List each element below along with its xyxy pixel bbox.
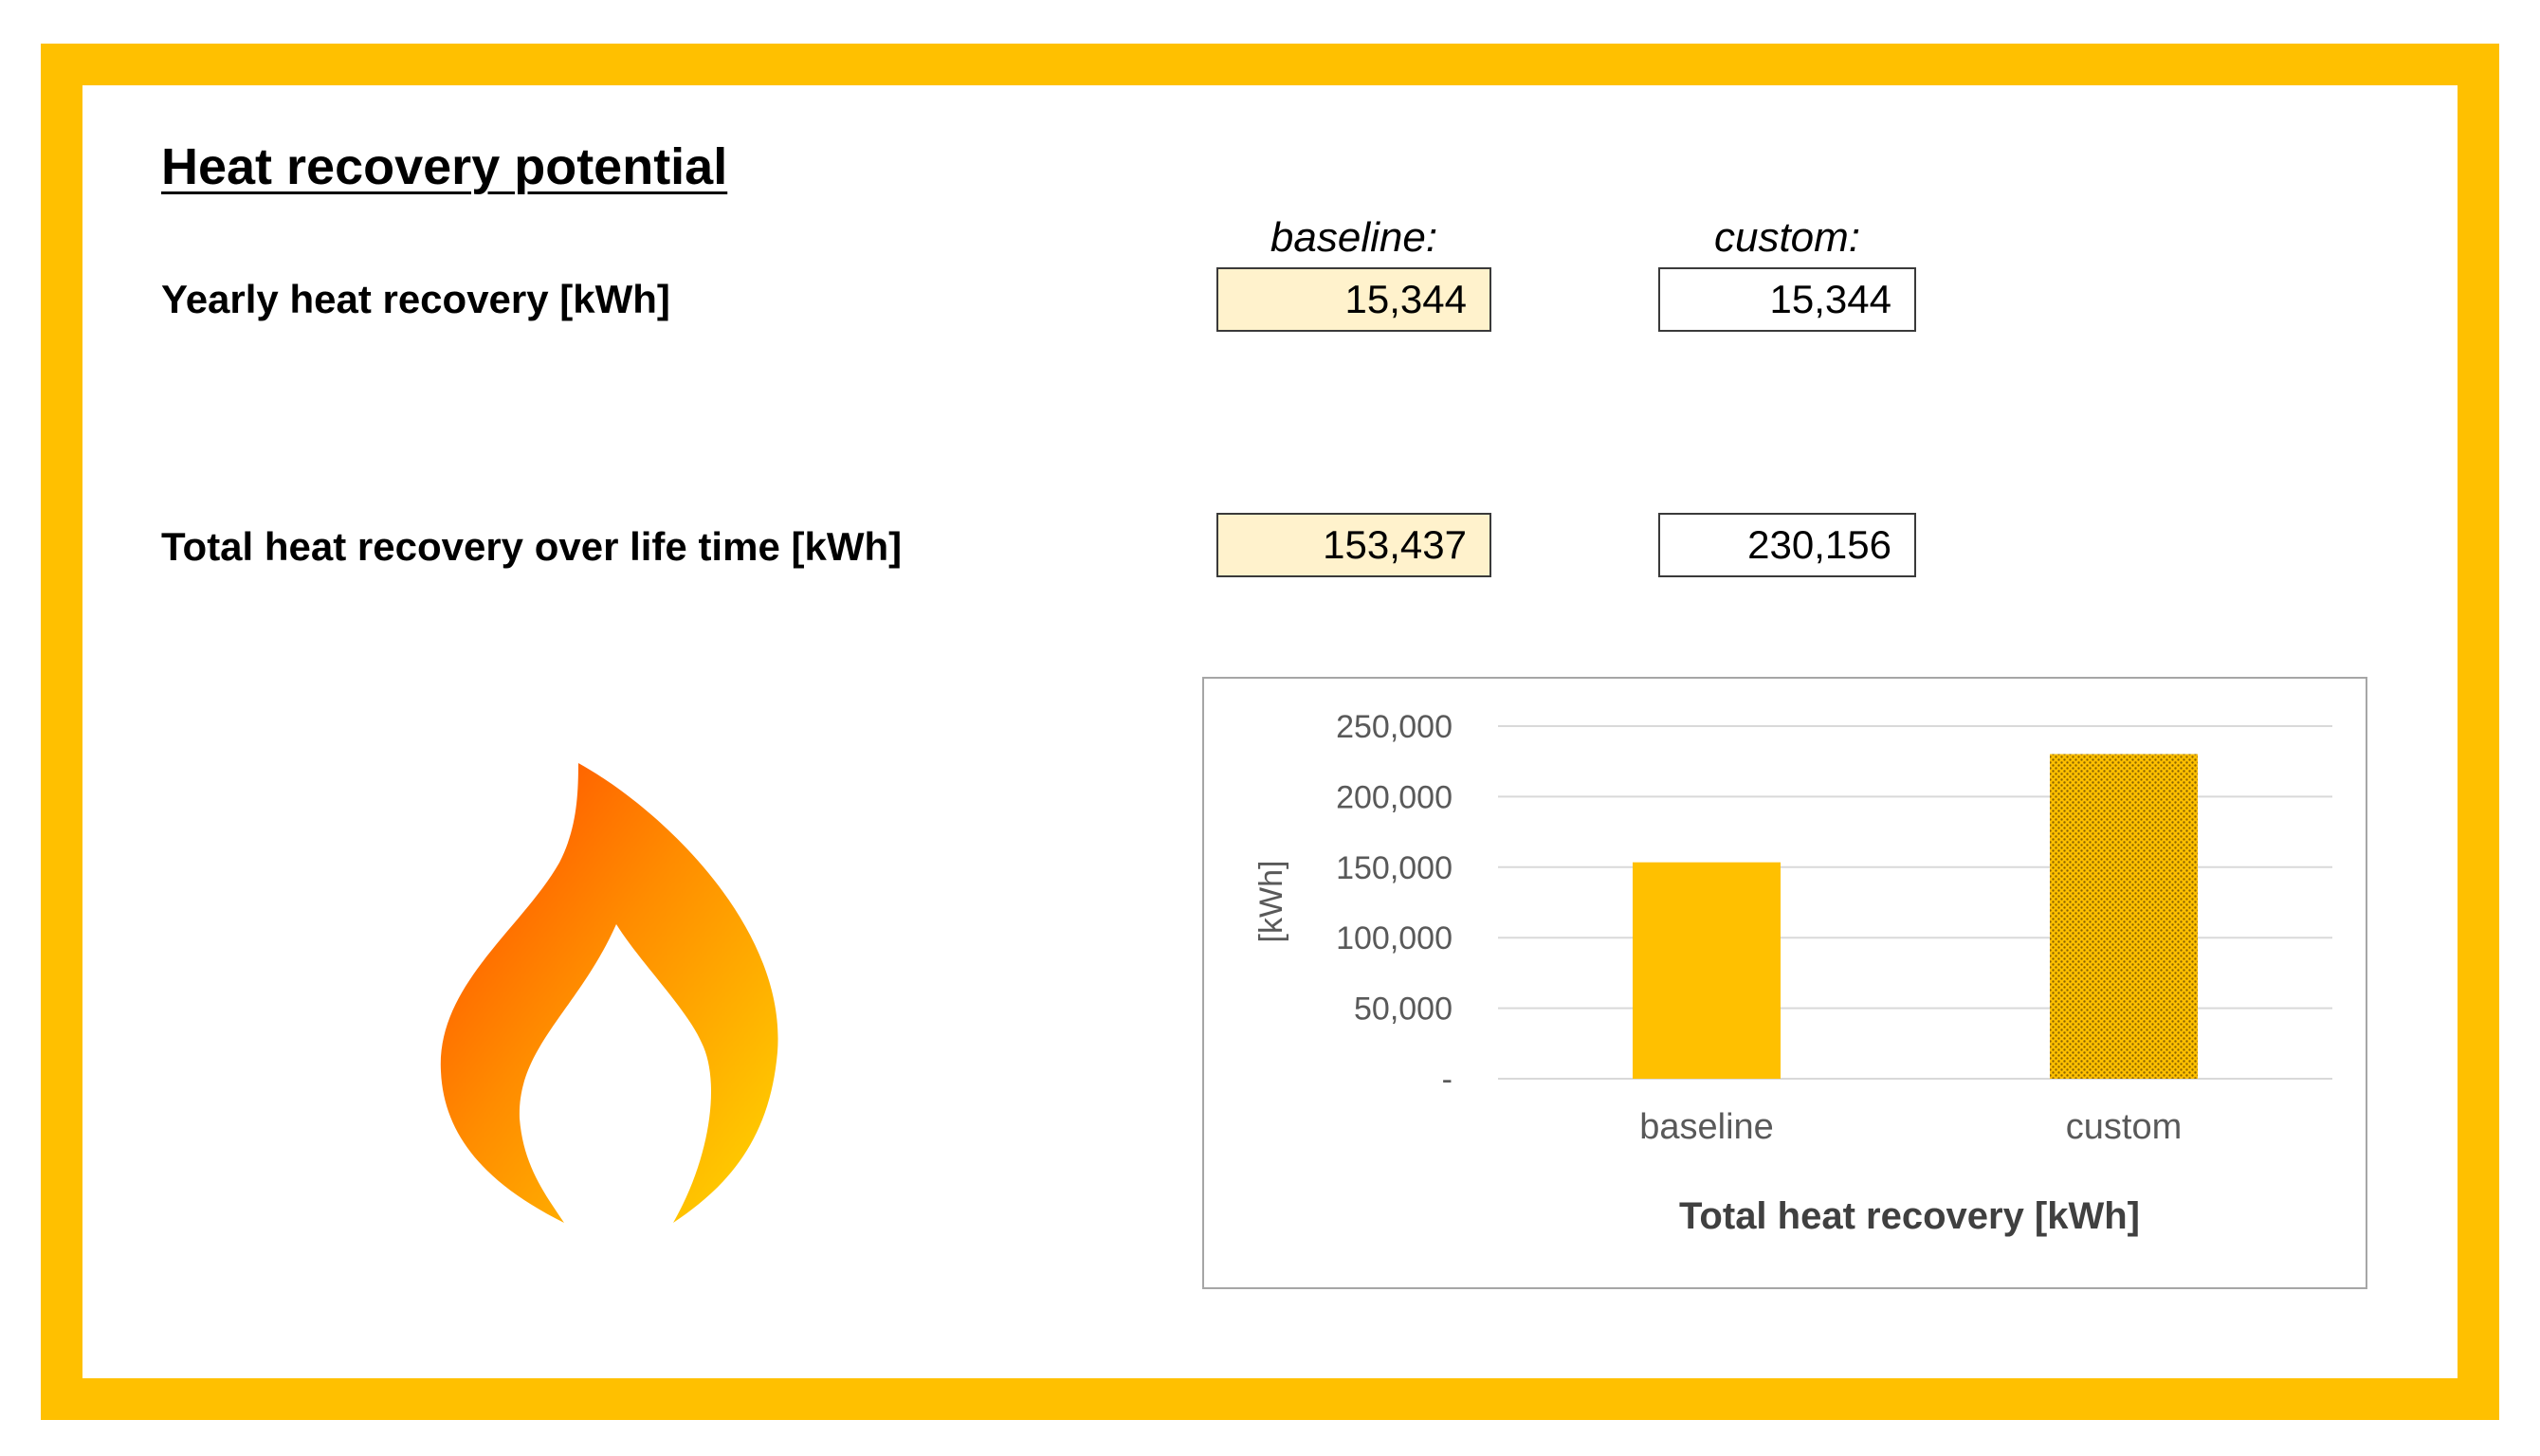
total-custom-value[interactable]: 230,156 — [1658, 513, 1916, 577]
x-category-label: custom — [2066, 1107, 2182, 1147]
y-tick-label: 150,000 — [1336, 850, 1453, 886]
page-title: Heat recovery potential — [161, 138, 728, 195]
chart-title: Total heat recovery [kWh] — [1679, 1195, 2140, 1237]
yearly-baseline-value: 15,344 — [1216, 267, 1491, 332]
flame-icon — [440, 763, 778, 1223]
yearly-custom-value[interactable]: 15,344 — [1658, 267, 1916, 332]
bar-chart: - 50,000 100,000 150,000 200,000 250,000 basel… — [1253, 709, 2332, 1237]
y-tick-label: 200,000 — [1336, 779, 1453, 815]
total-baseline-value: 153,437 — [1216, 513, 1491, 577]
y-tick-label: 250,000 — [1336, 709, 1453, 745]
chart-panel: - 50,000 100,000 150,000 200,000 250,000 basel… — [1202, 677, 2367, 1289]
y-axis-title: [kWh] — [1253, 861, 1289, 943]
custom-column-header: custom: — [1713, 214, 1861, 261]
y-tick-label: - — [1442, 1062, 1453, 1098]
bar-baseline — [1633, 862, 1781, 1079]
bar-custom — [2050, 754, 2198, 1079]
y-tick-label: 50,000 — [1354, 992, 1453, 1028]
total-heat-recovery-label: Total heat recovery over life time [kWh] — [161, 524, 903, 569]
yearly-heat-recovery-label: Yearly heat recovery [kWh] — [161, 277, 670, 321]
x-category-label: baseline — [1639, 1107, 1774, 1147]
baseline-column-header: baseline: — [1270, 214, 1438, 261]
y-tick-label: 100,000 — [1336, 920, 1453, 956]
